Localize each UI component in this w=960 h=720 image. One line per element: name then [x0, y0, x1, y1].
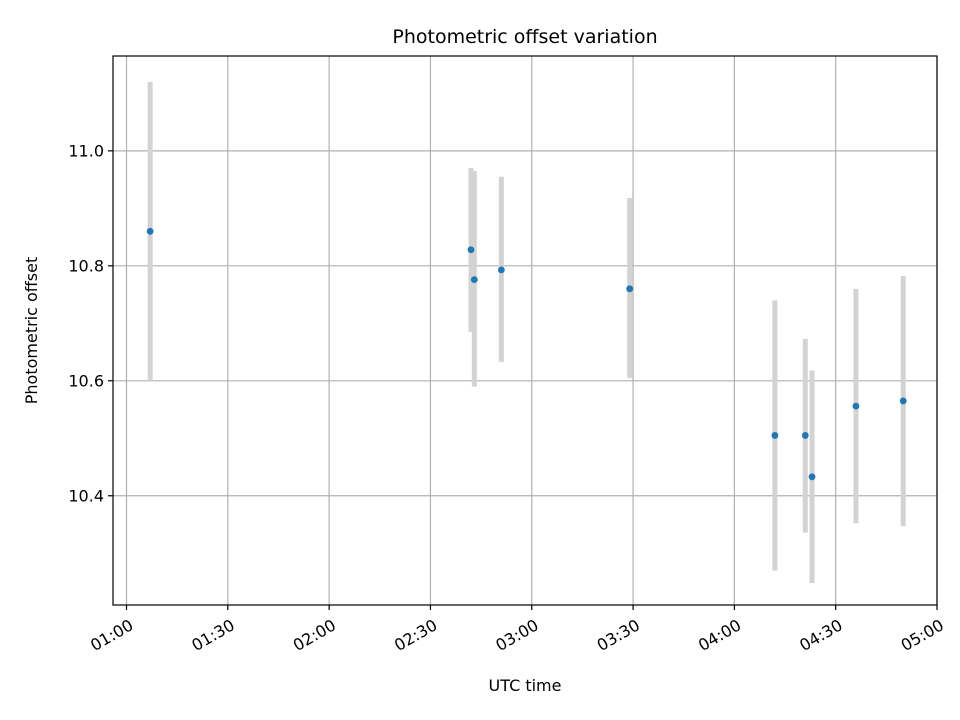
data-point — [146, 227, 154, 235]
chart-title: Photometric offset variation — [392, 26, 657, 48]
data-point — [801, 432, 809, 439]
data-point — [467, 246, 475, 254]
x-axis-title: UTC time — [489, 676, 562, 695]
data-point — [771, 432, 779, 439]
y-tick-label: 10.8 — [68, 256, 104, 275]
data-points — [146, 227, 907, 481]
data-point — [626, 285, 634, 293]
data-point — [852, 402, 860, 410]
plot-frame — [112, 55, 938, 606]
data-point — [808, 473, 816, 481]
y-tick-label: 10.4 — [68, 486, 104, 505]
data-point — [899, 397, 907, 405]
grid — [113, 56, 938, 605]
data-point — [497, 266, 505, 274]
data-point — [470, 276, 478, 284]
y-tick-label: 11.0 — [68, 141, 104, 160]
y-tick-label: 10.6 — [68, 371, 104, 390]
y-axis-title: Photometric offset — [22, 257, 41, 405]
